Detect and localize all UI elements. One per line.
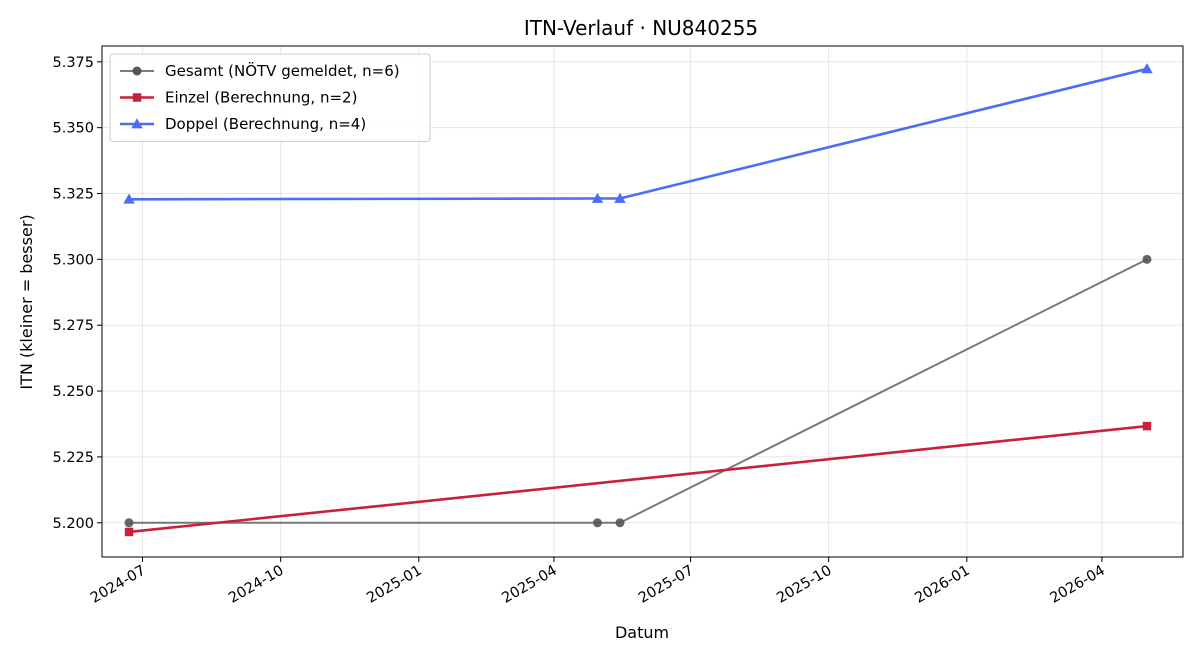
- y-tick-label: 5.325: [52, 187, 94, 203]
- series-line: [128, 424, 1148, 534]
- series-line: [129, 67, 1148, 201]
- legend-box: [109, 53, 431, 142]
- data-point-circle: [132, 66, 142, 76]
- data-point-circle: [1142, 254, 1152, 264]
- data-point-triangle: [614, 192, 626, 203]
- chart-title: ITN-Verlauf · NU840255: [524, 16, 758, 40]
- data-point-square: [132, 93, 142, 102]
- data-point-square: [1142, 421, 1152, 431]
- legend-item: Gesamt (NÖTV gemeldet, n=6): [120, 61, 400, 80]
- legend-item: Einzel (Berechnung, n=2): [120, 89, 357, 107]
- legend-item: Doppel (Berechnung, n=4): [120, 115, 366, 133]
- series-line: [129, 258, 1148, 524]
- legend: Gesamt (NÖTV gemeldet, n=6) Einzel (Berec…: [109, 53, 431, 142]
- data-point-triangle: [591, 192, 604, 203]
- series-layer: [123, 63, 1153, 537]
- y-tick-label: 5.300: [52, 252, 94, 268]
- legend-label: Gesamt (NÖTV gemeldet, n=6): [165, 61, 400, 80]
- legend-label: Doppel (Berechnung, n=4): [165, 115, 366, 133]
- series-triangle: [123, 63, 1153, 204]
- data-point-circle: [124, 518, 134, 528]
- plot-frame: [101, 45, 1184, 558]
- y-axis-label: ITN (kleiner = besser): [17, 214, 36, 389]
- y-tick-label: 5.250: [52, 384, 94, 400]
- data-point-triangle: [1141, 63, 1153, 74]
- y-tick-label: 5.350: [52, 121, 94, 137]
- data-point-circle: [615, 518, 625, 528]
- data-point-triangle: [123, 193, 135, 204]
- legend-label: Einzel (Berechnung, n=2): [165, 89, 357, 107]
- data-point-circle: [592, 518, 602, 528]
- series-circle: [124, 254, 1152, 528]
- y-tick-label: 5.200: [52, 516, 94, 532]
- y-tick-label: 5.375: [52, 55, 94, 71]
- y-tick-label: 5.225: [52, 450, 94, 466]
- series-square: [124, 421, 1152, 537]
- y-tick-label: 5.275: [52, 318, 94, 334]
- x-axis-label: Datum: [615, 623, 669, 642]
- data-point-triangle: [131, 118, 143, 129]
- data-point-square: [124, 527, 134, 537]
